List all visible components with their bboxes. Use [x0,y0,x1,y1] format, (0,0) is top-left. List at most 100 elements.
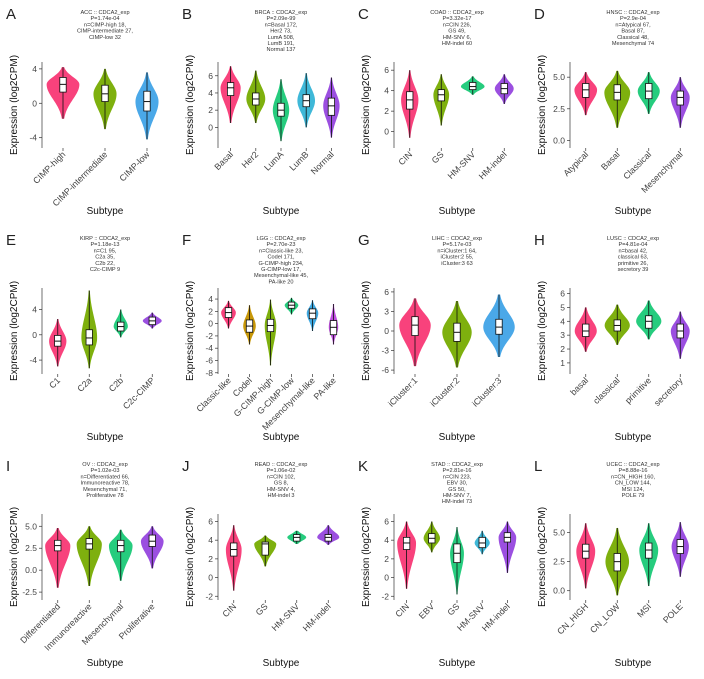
y-tick-label: -2 [381,591,389,601]
panel-title-line: n=CN_HIGH 160, [611,474,655,480]
y-tick-label: 6 [384,65,389,75]
panel-title-line: P=2.70e-23 [266,242,295,248]
y-axis-label: Expression (log2CPM) [185,281,196,381]
y-tick-label: -6 [205,355,213,365]
panel-title-line: GS 49, [448,29,466,35]
x-tick-label: GS [430,149,446,165]
panel-letter: F [182,232,191,249]
panel-letter: G [358,232,370,249]
panel-title-line: P=2.09e-99 [266,16,295,22]
x-tick-label: secretory [652,375,685,408]
panel-letter: L [534,458,542,475]
x-tick-label: Classical [621,149,653,181]
panel-title-line: Basal 87, [621,29,645,35]
violin-box [469,82,477,91]
panel-title-line: n=basal 42, [618,248,648,254]
y-tick-label: 0.0 [553,586,565,596]
y-tick-label: 0 [208,122,213,132]
x-tick-label: LumB [287,149,310,172]
y-tick-label: 2 [208,105,213,115]
x-tick-label: POLE [661,601,685,625]
y-tick-label: 4 [32,305,37,315]
panel-letter: H [534,232,545,249]
x-tick-label: PA-like [312,375,338,401]
violin-box [645,542,653,559]
panel-title-line: P=1.18e-13 [90,242,119,248]
y-tick-label: 6 [384,287,389,297]
panel-title-line: n=Differentiated 66, [81,474,130,480]
violin-box [85,329,93,346]
panel-title-line: HM-indel 3 [267,493,294,499]
x-tick-label: HM-SNV [270,601,302,633]
panel-title-line: P=1.02e-03 [90,468,119,474]
panel-title-line: C2c-CIMP 9 [90,267,120,273]
y-axis-label: Expression (log2CPM) [185,507,196,607]
panel-title-line: HM-SNV 6, [443,35,472,41]
y-axis-label: Expression (log2CPM) [361,281,372,381]
panel-title-line: HM-SNV 7, [443,493,472,499]
panel-title-line: PA-like 20 [268,279,293,285]
y-tick-label: 2.5 [25,543,37,553]
y-tick-label: 0 [32,330,37,340]
y-tick-label: 6 [208,71,213,81]
panel-title-line: G-CIMP-high 234, [258,261,304,267]
panel-title-line: UCEC :: CDCA2_exp [606,462,659,468]
x-axis-label: Subtype [87,432,124,443]
panel-title-line: OV :: CDCA2_exp [82,462,127,468]
y-axis-label: Expression (log2CPM) [537,281,548,381]
panel-title-line: P=4.81e-04 [618,242,647,248]
y-tick-label: 2 [384,106,389,116]
y-tick-label: 1 [560,358,565,368]
x-tick-label: CIMP-high [31,149,68,186]
panel-letter: I [6,458,10,475]
y-tick-label: 4 [208,535,213,545]
panel-title-line: Proliferative 78 [86,493,123,499]
x-axis-label: Subtype [615,206,652,217]
panel-title-line: COAD :: CDCA2_exp [430,10,483,16]
panel-title-line: P=5.17e-03 [442,242,471,248]
y-tick-label: 2 [208,554,213,564]
x-tick-label: iCluster:3 [470,375,503,408]
x-tick-label: Basal [212,149,235,172]
x-tick-label: C2a [75,375,94,394]
x-tick-label: CN_LOW [588,601,622,635]
y-tick-label: 0 [208,319,213,329]
panel-title-line: n=CIN 226, [443,22,472,28]
panel-title-line: n=Basal 172, [265,22,298,28]
panel-title-line: Immunoreactive 78, [80,481,130,487]
y-tick-label: 6 [384,516,389,526]
y-tick-label: 3 [384,306,389,316]
violin-box [308,308,317,320]
y-tick-label: 4 [384,86,389,96]
y-axis-label: Expression (log2CPM) [185,55,196,155]
violin-box [676,90,684,106]
panel-title-line: P=1.74e-04 [90,16,119,22]
panel-title-line: Codel 171, [267,255,295,261]
panel-title-line: ACC :: CDCA2_exp [80,10,129,16]
x-tick-label: EBV [417,601,437,621]
violin-box [645,315,653,329]
x-tick-label: CIMP-low [117,149,151,183]
panel-title-line: Mesenchymal 71, [83,487,127,493]
panel-letter: C [358,6,369,23]
x-tick-label: Atypical [561,149,590,178]
x-tick-label: HM-indel [477,149,509,181]
y-tick-label: 0 [208,573,213,583]
y-tick-label: 4 [560,316,565,326]
x-tick-label: C1 [47,375,62,390]
y-tick-label: 5.0 [553,72,565,82]
panel-f: F LGG :: CDCA2_expP=2.70e-23n=Classic-lik… [182,232,339,443]
panel-title-line: iCluster:2 55, [441,255,474,261]
y-tick-label: 2.5 [553,104,565,114]
x-tick-label: iCluster:2 [428,375,461,408]
panel-title-line: secretory 39 [618,267,649,273]
x-tick-label: HM-indel [480,601,512,633]
panel-title-line: HM-SNV 4, [267,487,296,493]
y-tick-label: -4 [29,133,37,143]
x-tick-label: primitive [623,375,653,405]
panel-letter: J [182,458,190,475]
x-tick-label: GS [445,601,461,617]
